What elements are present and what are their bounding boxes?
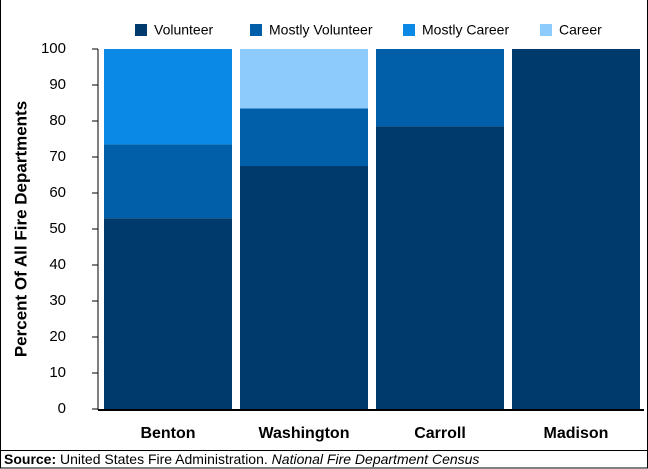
bar-segment: [376, 49, 504, 127]
y-axis-label: Percent Of All Fire Departments: [11, 101, 30, 357]
bar-segment: [104, 218, 232, 409]
y-tick-label: 50: [49, 220, 66, 237]
bar-segment: [104, 144, 232, 219]
x-tick-label: Carroll: [414, 425, 466, 442]
legend-swatch: [135, 24, 147, 36]
bar-segment: [240, 108, 368, 166]
legend-swatch: [403, 24, 415, 36]
legend-label: Mostly Volunteer: [269, 22, 373, 38]
bar-segment: [512, 49, 640, 409]
bar-segment: [240, 49, 368, 109]
y-tick-label: 30: [49, 292, 66, 309]
legend-label: Mostly Career: [422, 22, 509, 38]
source-label: Source:: [4, 451, 56, 467]
x-tick-label: Washington: [259, 425, 350, 442]
bar-segment: [240, 166, 368, 409]
source-text: United States Fire Administration.: [60, 451, 268, 467]
legend-label: Career: [559, 22, 602, 38]
y-tick-label: 0: [58, 400, 66, 417]
bar-segment: [376, 126, 504, 410]
y-tick-label: 20: [49, 328, 66, 345]
y-tick-label: 90: [49, 76, 66, 93]
y-tick-label: 40: [49, 256, 66, 273]
y-tick-label: 70: [49, 148, 66, 165]
bar-segment: [104, 49, 232, 145]
y-tick-label: 10: [49, 364, 66, 381]
x-tick-label: Madison: [544, 425, 609, 442]
source-italic: National Fire Department Census: [272, 451, 480, 467]
legend-swatch: [250, 24, 262, 36]
legend-swatch: [540, 24, 552, 36]
y-tick-label: 60: [49, 184, 66, 201]
y-tick-label: 100: [41, 40, 66, 57]
x-tick-label: Benton: [140, 425, 195, 442]
legend-label: Volunteer: [154, 22, 213, 38]
y-tick-label: 80: [49, 112, 66, 129]
source: Source: United States Fire Administratio…: [4, 451, 479, 467]
